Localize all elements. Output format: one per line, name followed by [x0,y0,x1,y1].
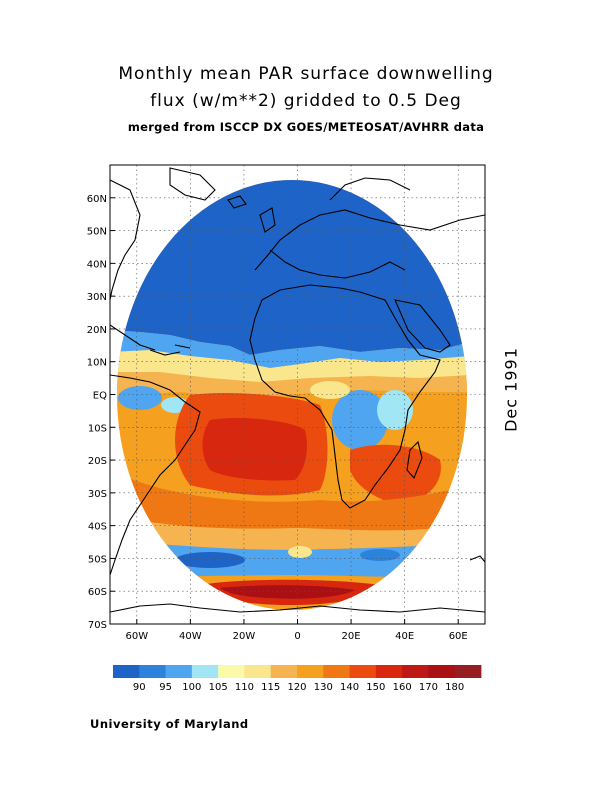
lat-tick-label: 10S [88,423,107,434]
colorbar-swatch [297,665,324,678]
lat-tick-label: 60N [87,194,107,205]
lat-tick-label: 70S [88,620,107,631]
par-field [117,180,467,610]
colorbar-swatch [191,665,219,678]
lon-tick-label: 40W [179,631,202,642]
colorbar-swatch [165,665,193,678]
colorbar-label: 160 [393,682,412,693]
title-line-1: Monthly mean PAR surface downwelling [118,64,494,84]
colorbar-label: 100 [182,682,201,693]
lat-tick-label: 60S [88,587,107,598]
lon-tick-label: 20W [233,631,256,642]
lat-tick-label: 10N [87,358,107,369]
lat-tick-label: EQ [93,391,107,402]
lon-tick-label: 60W [125,631,148,642]
colorbar-swatch [139,665,166,678]
colorbar-label: 170 [419,682,438,693]
colorbar-swatch [349,665,377,678]
lat-tick-label: 40S [88,522,107,533]
lon-tick-label: 40E [395,631,414,642]
colorbar-swatch [428,665,456,678]
lat-tick-label: 40N [87,259,107,270]
credit-text: University of Maryland [90,717,249,731]
coastlines [110,167,485,613]
colorbar-label: 120 [287,682,306,693]
colorbar-swatch [270,665,298,678]
colorbar-label: 90 [133,682,146,693]
colorbar-swatch [454,665,482,678]
lat-tick-label: 20N [87,325,107,336]
colorbar-label: 110 [235,682,254,693]
lon-tick-label: 60E [449,631,468,642]
lat-tick-label: 50S [88,554,107,565]
lon-axis: 60W 40W 20W 0 20E 40E 60E [125,619,468,642]
colorbar-swatch [244,665,272,678]
colorbar-label: 130 [314,682,333,693]
colorbar-swatch [323,665,350,678]
colorbar-swatch [113,665,140,678]
date-label: Dec 1991 [501,347,521,432]
colorbar-label: 115 [261,682,280,693]
lat-tick-label: 30S [88,489,107,500]
lon-tick-label: 20E [342,631,361,642]
grid-lines [110,165,485,624]
colorbar-label: 105 [209,682,228,693]
title-line-3: merged from ISCCP DX GOES/METEOSAT/AVHRR… [127,120,485,134]
colorbar-label: 95 [159,682,172,693]
colorbar-label: 180 [445,682,464,693]
colorbar-label: 150 [366,682,385,693]
lat-tick-label: 30N [87,292,107,303]
colorbar-swatch [218,665,245,678]
lon-tick-label: 0 [294,631,300,642]
colorbar-swatch [402,665,429,678]
lat-tick-label: 20S [88,456,107,467]
colorbar-label: 140 [340,682,359,693]
colorbar: 90 95 100 105 110 115 120 130 140 150 160 170 180 [113,665,482,693]
lat-axis: 60N 50N 40N 30N 20N 10N EQ 10S 20S 30S 40S 50S 60S 70… [87,194,115,631]
title-line-2: flux (w/m**2) gridded to 0.5 Deg [150,91,462,111]
lat-tick-label: 50N [87,227,107,238]
colorbar-swatch [375,665,403,678]
